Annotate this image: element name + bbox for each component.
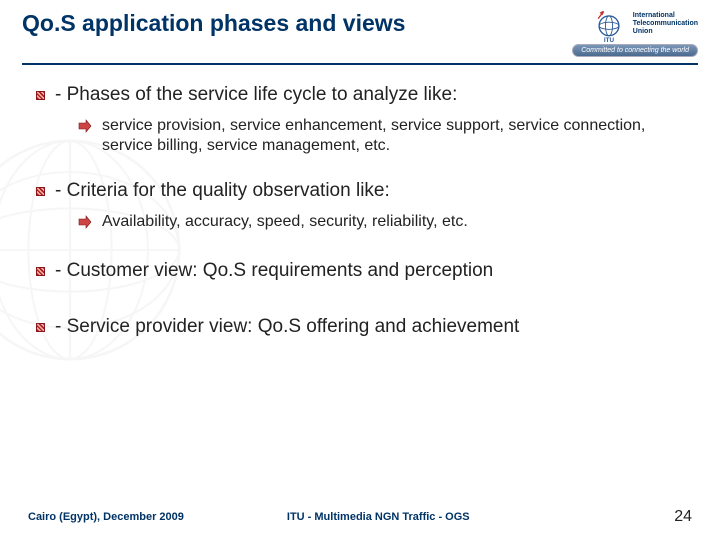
logo-text: International Telecommunication Union	[633, 12, 698, 35]
logo-line2: Telecommunication	[633, 20, 698, 28]
bullet-text: - Criteria for the quality observation l…	[55, 179, 390, 204]
itu-logo-icon: ITU	[591, 6, 627, 42]
bullet-level1: - Phases of the service life cycle to an…	[36, 83, 684, 108]
bullet-arrow-icon	[78, 119, 92, 133]
svg-text:ITU: ITU	[604, 37, 615, 42]
bullet-level1: - Customer view: Qo.S requirements and p…	[36, 259, 684, 284]
slide-body: - Phases of the service life cycle to an…	[0, 65, 720, 340]
footer-left: Cairo (Egypt), December 2009	[28, 511, 184, 523]
sub-bullet-text: Availability, accuracy, speed, security,…	[102, 212, 468, 233]
bullet-level2: service provision, service enhancement, …	[78, 116, 658, 158]
sub-bullet-text: service provision, service enhancement, …	[102, 116, 658, 158]
itu-logo-block: ITU International Telecommunication Unio…	[572, 6, 698, 57]
bullet-level1: - Service provider view: Qo.S offering a…	[36, 315, 684, 340]
bullet-square-icon	[36, 267, 45, 276]
footer-center: ITU - Multimedia NGN Traffic - OGS	[287, 511, 470, 523]
logo-tagline: Committed to connecting the world	[572, 44, 698, 57]
bullet-text: - Phases of the service life cycle to an…	[55, 83, 457, 108]
page-number: 24	[674, 508, 692, 526]
slide-footer: Cairo (Egypt), December 2009 ITU - Multi…	[0, 508, 720, 526]
bullet-level1: - Criteria for the quality observation l…	[36, 179, 684, 204]
slide-header: Qo.S application phases and views ITU In…	[0, 0, 720, 57]
bullet-square-icon	[36, 323, 45, 332]
bullet-square-icon	[36, 91, 45, 100]
logo-line1: International	[633, 12, 698, 20]
bullet-text: - Customer view: Qo.S requirements and p…	[55, 259, 493, 284]
bullet-arrow-icon	[78, 215, 92, 229]
bullet-square-icon	[36, 187, 45, 196]
logo-line3: Union	[633, 28, 698, 36]
slide-title: Qo.S application phases and views	[22, 10, 405, 38]
bullet-text: - Service provider view: Qo.S offering a…	[55, 315, 519, 340]
bullet-level2: Availability, accuracy, speed, security,…	[78, 212, 658, 233]
